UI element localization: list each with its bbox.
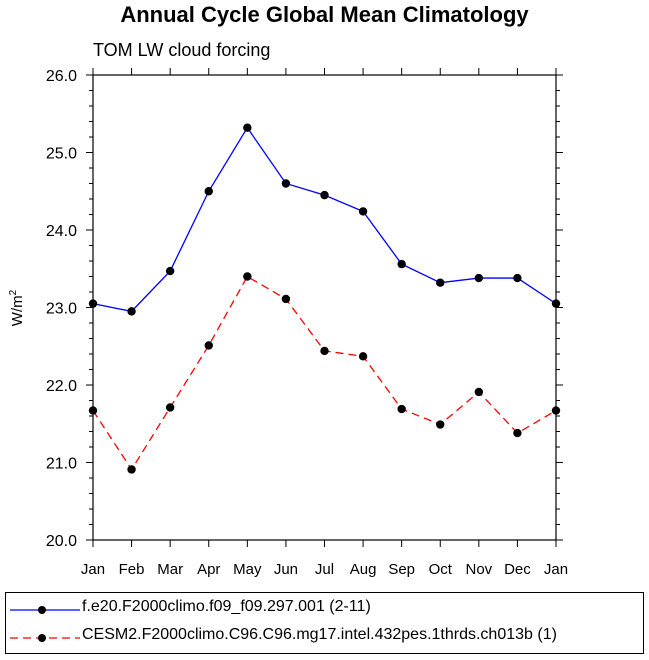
y-tick-label: 23.0: [46, 301, 77, 318]
series-1-point: [358, 207, 368, 216]
y-tick-label: 25.0: [46, 146, 77, 163]
x-tick-label: Aug: [350, 561, 377, 578]
series-1-point: [320, 190, 329, 200]
x-tick-label: Oct: [429, 561, 453, 578]
series-2-point: [513, 428, 522, 438]
series-1-point: [474, 273, 484, 283]
series-2-point: [243, 272, 252, 281]
x-tick-label: Dec: [504, 561, 531, 578]
y-tick-label: 22.0: [46, 378, 77, 395]
x-tick-label: Feb: [119, 561, 145, 578]
chart-subtitle: TOM LW cloud forcing: [93, 40, 271, 60]
y-tick-label: 20.0: [46, 533, 77, 550]
x-tick-label: Mar: [157, 561, 183, 578]
series-1-point: [165, 266, 175, 276]
series-1-point: [281, 179, 291, 188]
series-2-point: [436, 420, 445, 429]
y-axis-label: W/m2: [8, 289, 26, 326]
series-1-point: [513, 273, 522, 283]
legend: f.e20.F2000climo.f09_f09.297.001 (2-11) …: [5, 592, 644, 654]
legend-swatch-1: [10, 606, 80, 614]
series-2-point: [320, 346, 329, 356]
legend-label-2: CESM2.F2000climo.C96.C96.mg17.intel.432p…: [82, 626, 557, 643]
legend-swatch-2: [10, 634, 80, 642]
series-2-point: [127, 465, 136, 474]
series-line-1: [92, 126, 557, 313]
x-tick-label: Apr: [197, 561, 220, 578]
series-1-point: [204, 187, 213, 196]
x-tick-label: Sep: [388, 561, 415, 578]
series-2-point: [397, 404, 406, 414]
y-tick-label: 21.0: [46, 456, 77, 473]
x-tick-label: Jun: [274, 561, 298, 578]
series-1-point: [127, 307, 136, 316]
series-2-point: [204, 341, 213, 350]
plot-frame: [92, 74, 557, 541]
x-tick-label: May: [233, 561, 262, 578]
plot-area: 20.0 21.0 22.0 23.0 24.0 25.0 26.0 Jan Feb Mar Apr…: [8, 68, 568, 578]
series-1-point: [436, 278, 445, 287]
series-2-point: [165, 403, 175, 412]
series-2-point: [281, 294, 291, 304]
series-2-point: [474, 387, 484, 397]
x-tick-label: Jul: [315, 561, 334, 578]
x-tick-label: Nov: [465, 561, 492, 578]
series-2-point: [358, 352, 368, 361]
y-tick-label: 26.0: [46, 68, 77, 85]
x-tick-label: Jan: [544, 561, 568, 578]
legend-entry-1: f.e20.F2000climo.f09_f09.297.001 (2-11): [6, 596, 643, 622]
y-tick-label: 24.0: [46, 223, 77, 240]
series-1-point: [397, 259, 406, 269]
legend-label-1: f.e20.F2000climo.f09_f09.297.001 (2-11): [82, 598, 371, 615]
legend-entry-2: CESM2.F2000climo.C96.C96.mg17.intel.432p…: [6, 624, 643, 650]
series-1-point: [243, 123, 252, 132]
chart-title: Annual Cycle Global Mean Climatology: [120, 2, 529, 27]
series-line-2: [92, 275, 557, 471]
x-tick-label: Jan: [81, 561, 105, 578]
